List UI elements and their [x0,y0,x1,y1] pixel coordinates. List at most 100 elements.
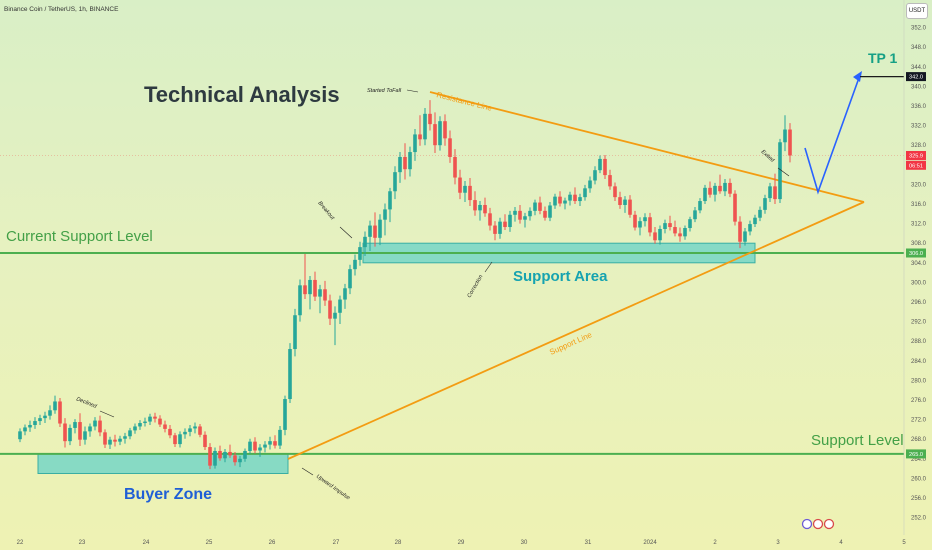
support-area-label: Support Area [513,268,608,285]
x-tick-label: 22 [17,540,24,546]
candle-body [38,418,42,422]
support-lines [0,155,904,455]
candle-body [143,421,147,424]
candle-body [188,428,192,432]
breakout-note: Breakout [316,200,335,221]
candle-body [728,182,732,194]
y-tick-label: 260.0 [911,476,927,482]
candle-body [738,221,742,242]
candle-body [223,451,227,459]
x-tick-label: 23 [79,540,86,546]
y-tick-label: 352.0 [911,26,927,32]
candle-body [538,202,542,211]
candle-body [498,221,502,234]
candle-body [303,285,307,295]
upward-impulse-arrow [301,467,314,476]
candle-body [488,213,492,226]
candle-body [668,223,672,228]
projection-arrowhead [853,71,862,82]
candle-body [258,447,262,451]
breakout-arrow [339,226,353,239]
candle-body [338,299,342,313]
price-tag [906,72,926,82]
x-tick-label: 3 [776,540,780,546]
candle-body [28,424,32,428]
candle-body [783,129,787,143]
candle-body [393,172,397,192]
event-marker-icon [801,518,813,530]
support-level-label: Support Level [811,432,904,449]
started-to-fall-arrow [406,89,419,93]
candle-body [293,315,297,350]
y-tick-label: 300.0 [911,280,927,286]
candle-body [318,289,322,297]
buyer-zone-label: Buyer Zone [124,486,213,503]
zones [37,242,756,474]
candle-body [703,187,707,202]
candle-body [693,210,697,220]
x-tick-label: 30 [521,540,528,546]
candle-body [208,447,212,466]
y-tick-label: 296.0 [911,300,927,306]
candle-body [148,416,152,422]
y-tick-label: 284.0 [911,359,927,365]
support-line-label: Support Line [548,330,594,357]
candle-body [408,152,412,170]
candle-body [103,432,107,445]
title-label: Technical Analysis [144,82,340,107]
candle-body [53,401,57,411]
candle-body [58,401,62,424]
candle-body [288,349,292,400]
declined-arrow [99,410,115,418]
candle-body [213,450,217,466]
y-tick-label: 304.0 [911,261,927,267]
candle-body [473,200,477,211]
price-tag-label: 342.0 [909,75,923,81]
candle-body [228,451,232,456]
candle-body [358,247,362,260]
candle-body [313,279,317,297]
candle-body [543,210,547,218]
x-tick-label: 28 [395,540,402,546]
candle-body [218,450,222,459]
candle-body [428,113,432,125]
candle-body [323,289,327,301]
candle-body [683,228,687,237]
x-tick-label: 24 [143,540,150,546]
candle-body [253,441,257,451]
candle-body [598,158,602,171]
candle-body [93,420,97,427]
price-tags: 342.0 325.9 06:51 306.0 265.0 [906,72,926,459]
candle-body [708,187,712,195]
started-to-fall-note: Started ToFall [367,88,402,94]
x-tick-label: 4 [839,540,843,546]
candle-body [123,436,127,439]
price-tag-label: 306.0 [909,251,923,257]
candle-body [73,422,77,428]
resistance-line-label: Resistance Line [436,90,494,113]
tp1-label: TP 1 [868,50,898,66]
candle-body [398,156,402,173]
y-tick-label: 292.0 [911,320,927,326]
y-tick-label: 316.0 [911,202,927,208]
x-tick-label: 25 [206,540,213,546]
y-tick-label: 276.0 [911,398,927,404]
candle-body [263,444,267,448]
y-tick-label: 272.0 [911,418,927,424]
x-tick-label: 2024 [643,540,657,546]
currency-button[interactable]: USDT [906,3,928,19]
candle-body [758,209,762,218]
candle-body [528,210,532,217]
y-tick-label: 252.0 [911,516,927,522]
candle-body [78,422,82,440]
candle-body [608,175,612,187]
y-tick-label: 340.0 [911,84,927,90]
candle-body [603,158,607,176]
candle-body [523,216,527,220]
correction-arrow [484,261,493,273]
candle-body [568,194,572,201]
candle-body [328,300,332,319]
candle-body [378,219,382,238]
candle-body [623,199,627,205]
candle-body [773,186,777,200]
